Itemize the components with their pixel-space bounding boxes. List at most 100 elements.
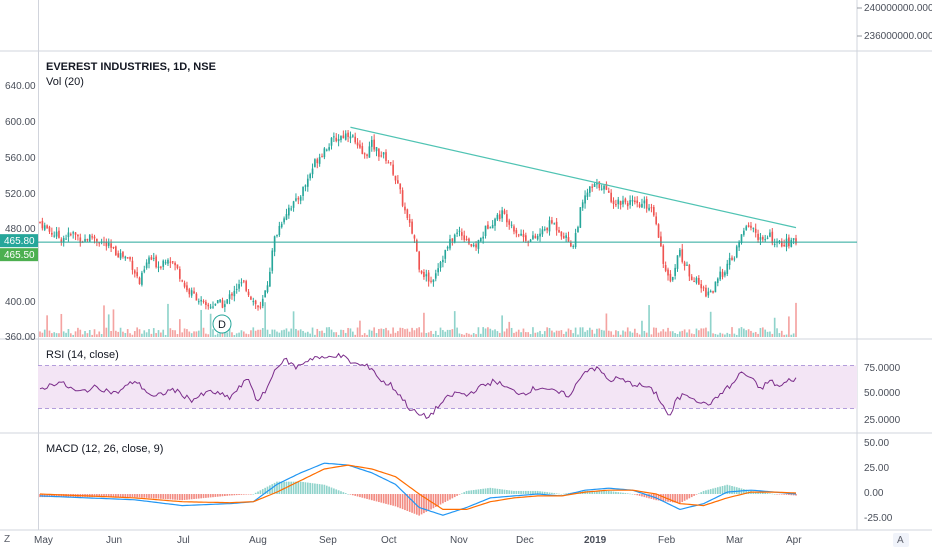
volume-bar bbox=[290, 328, 293, 337]
candle-body bbox=[721, 271, 724, 277]
price-tick: 640.00 bbox=[5, 81, 36, 92]
volume-bar bbox=[671, 331, 674, 337]
volume-bar bbox=[641, 320, 643, 337]
candle-body bbox=[413, 235, 416, 239]
volume-bar bbox=[133, 331, 136, 337]
candle-body bbox=[648, 207, 650, 211]
histogram-bar bbox=[349, 494, 352, 495]
trendline[interactable] bbox=[350, 126, 797, 229]
candle-body bbox=[389, 162, 392, 164]
volume-bar bbox=[664, 331, 667, 337]
zoom-button[interactable]: Z bbox=[4, 534, 10, 545]
histogram-bar bbox=[157, 494, 160, 499]
volume-bar bbox=[333, 332, 335, 337]
candle-body bbox=[318, 157, 321, 164]
histogram-bar bbox=[209, 494, 212, 498]
volume-bar bbox=[39, 331, 41, 337]
candle-body bbox=[766, 237, 769, 239]
candle-body bbox=[380, 155, 383, 157]
volume-bar bbox=[553, 332, 556, 337]
candle-body bbox=[273, 236, 276, 252]
volume-bar bbox=[247, 334, 250, 337]
histogram-bar bbox=[235, 494, 238, 496]
candle-body bbox=[115, 246, 117, 255]
volume-bar bbox=[43, 329, 46, 337]
histogram-bar bbox=[588, 490, 591, 495]
candle-body bbox=[69, 234, 72, 236]
candle-body bbox=[783, 244, 785, 247]
volume-bar bbox=[397, 331, 399, 337]
macd-line bbox=[39, 462, 797, 516]
candle-body bbox=[650, 207, 653, 209]
histogram-bar bbox=[423, 494, 425, 514]
candle-body bbox=[681, 249, 684, 262]
histogram-bar bbox=[155, 494, 157, 499]
volume-bar bbox=[712, 333, 714, 337]
histogram-bar bbox=[487, 488, 489, 495]
volume-bar bbox=[555, 330, 558, 337]
price-tick: 520.00 bbox=[5, 189, 36, 200]
volume-bar bbox=[702, 328, 705, 337]
candle-body bbox=[461, 232, 463, 236]
histogram-bar bbox=[434, 494, 437, 507]
candle-body bbox=[333, 136, 335, 138]
histogram-bar bbox=[143, 494, 146, 498]
volume-bar bbox=[264, 302, 266, 337]
histogram-bar bbox=[510, 490, 513, 495]
volume-bar bbox=[740, 327, 743, 337]
histogram-bar bbox=[186, 494, 188, 500]
histogram-bar bbox=[641, 494, 643, 497]
volume-bar bbox=[373, 327, 375, 337]
volume-bar bbox=[584, 331, 586, 337]
candle-body bbox=[712, 291, 714, 293]
candle-body bbox=[754, 228, 757, 233]
histogram-bar bbox=[297, 481, 300, 495]
volume-bar bbox=[501, 315, 503, 337]
histogram-bar bbox=[700, 492, 703, 495]
volume-bar bbox=[219, 330, 221, 337]
volume-bar bbox=[423, 312, 425, 337]
volume-bar bbox=[302, 330, 304, 337]
histogram-bar bbox=[378, 494, 380, 503]
histogram-bar bbox=[709, 489, 712, 495]
volume-bar bbox=[546, 327, 548, 337]
volume-bar bbox=[129, 333, 131, 337]
candle-body bbox=[558, 230, 560, 233]
histogram-bar bbox=[399, 494, 402, 509]
dividend-marker[interactable]: D bbox=[212, 314, 232, 334]
histogram-bar bbox=[311, 483, 314, 495]
histogram-bar bbox=[283, 481, 285, 495]
candle-body bbox=[491, 224, 494, 229]
histogram-bar bbox=[202, 494, 205, 499]
auto-scale-button[interactable]: A bbox=[893, 533, 909, 547]
volume-bar bbox=[58, 333, 60, 337]
histogram-bar bbox=[344, 493, 347, 495]
volume-bar bbox=[316, 328, 319, 337]
volume-bar bbox=[117, 331, 120, 337]
time-label: Jul bbox=[177, 535, 190, 546]
histogram-bar bbox=[126, 494, 129, 498]
volume-bar bbox=[570, 329, 572, 337]
histogram-bar bbox=[214, 494, 217, 497]
histogram-bar bbox=[553, 493, 556, 495]
candle-body bbox=[167, 259, 169, 264]
histogram-bar bbox=[100, 494, 103, 498]
histogram-bar bbox=[408, 494, 411, 512]
histogram-bar bbox=[698, 493, 700, 495]
candle-body bbox=[482, 236, 484, 239]
candle-body bbox=[574, 233, 577, 247]
histogram-bar bbox=[152, 494, 155, 499]
candle-body bbox=[53, 235, 56, 237]
candle-body bbox=[216, 300, 219, 304]
histogram-bar bbox=[442, 494, 444, 504]
histogram-bar bbox=[119, 494, 122, 498]
candle-body bbox=[539, 233, 541, 237]
volume-bar bbox=[209, 313, 212, 337]
volume-bar bbox=[724, 334, 726, 337]
volume-bar bbox=[344, 332, 347, 337]
candle-body bbox=[506, 214, 508, 223]
histogram-bar bbox=[446, 494, 449, 501]
volume-bar bbox=[532, 327, 534, 337]
volume-bar bbox=[311, 327, 314, 337]
